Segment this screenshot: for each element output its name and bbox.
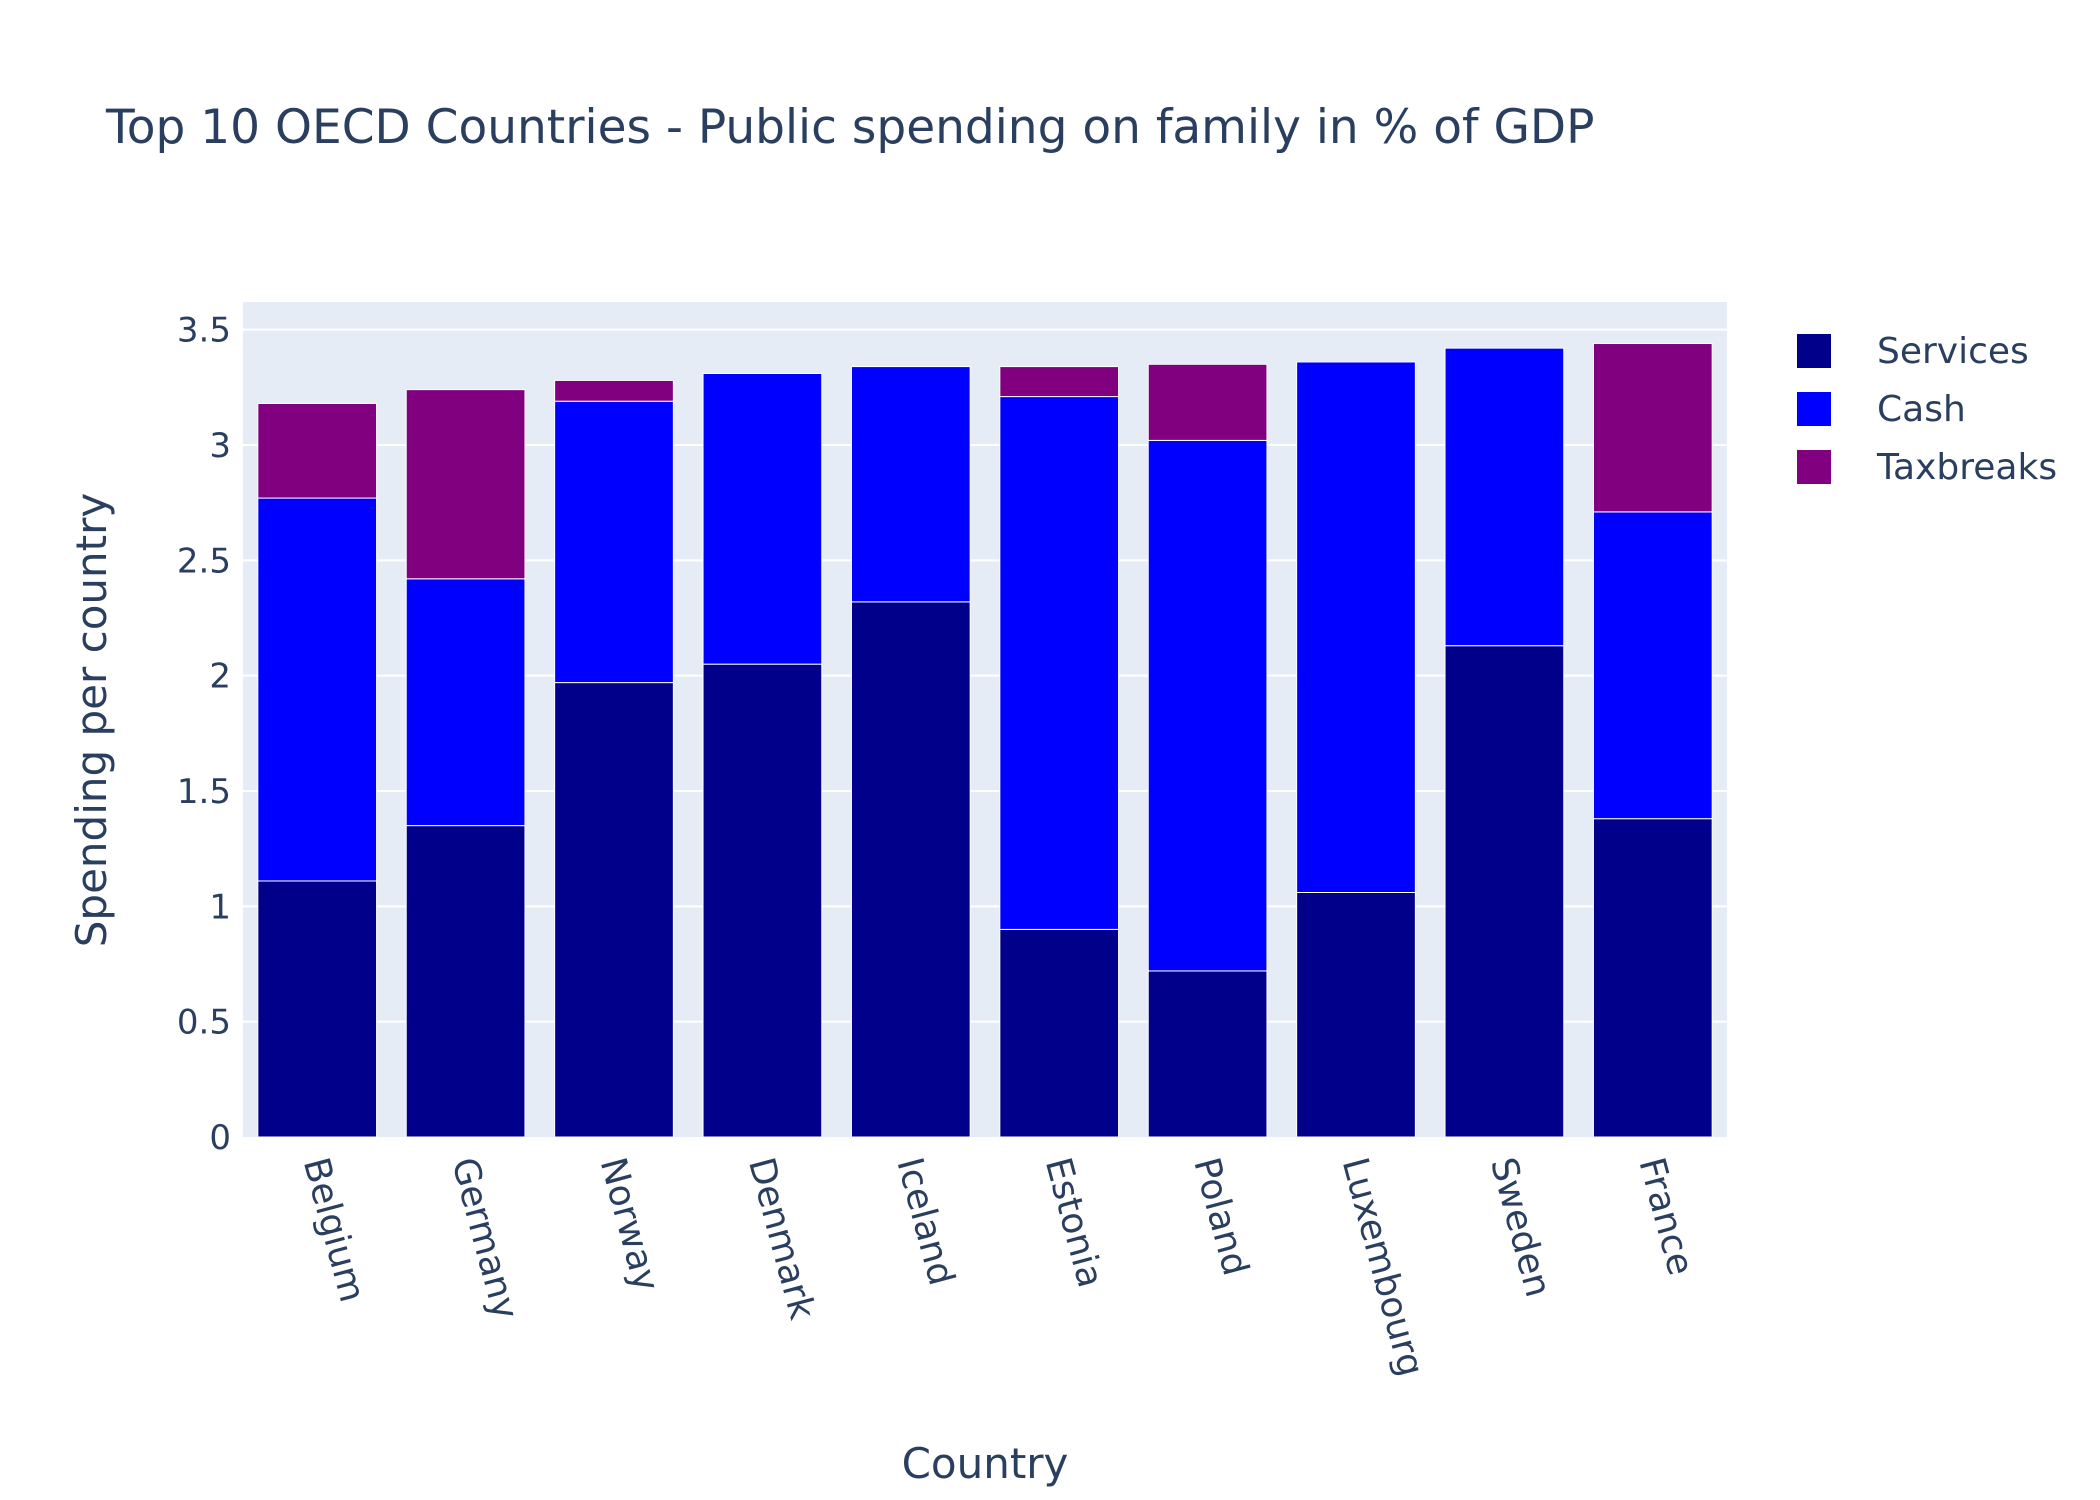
- bar-cash-luxembourg: [1296, 361, 1416, 893]
- x-tick-label: Sweden: [1482, 1153, 1558, 1301]
- bar-services-belgium: [257, 880, 378, 1138]
- legend-swatch: [1797, 392, 1831, 426]
- bar-taxbreaks-estonia: [999, 366, 1120, 398]
- bar-cash-sweden: [1444, 347, 1565, 647]
- bar-cash-denmark: [702, 373, 823, 665]
- bar-cash-france: [1592, 511, 1713, 820]
- legend: Services Cash Taxbreaks: [1797, 322, 2057, 496]
- x-tick-label: France: [1630, 1153, 1701, 1279]
- bar-taxbreaks-belgium: [257, 402, 378, 499]
- y-tick-label: 2: [209, 657, 231, 697]
- y-tick-label: 1: [209, 887, 231, 927]
- y-tick-label: 3: [209, 426, 231, 466]
- x-tick-label: Belgium: [295, 1153, 373, 1306]
- x-tick-label: Estonia: [1037, 1153, 1111, 1292]
- bar-services-sweden: [1444, 645, 1565, 1138]
- legend-label: Taxbreaks: [1877, 446, 2058, 488]
- bar-services-denmark: [702, 663, 823, 1138]
- legend-label: Cash: [1877, 388, 1966, 430]
- y-tick-label: 3.5: [177, 311, 231, 351]
- bar-taxbreaks-germany: [405, 389, 526, 580]
- y-axis-label: Spending per country: [67, 493, 116, 947]
- legend-item-taxbreaks[interactable]: Taxbreaks: [1797, 438, 2057, 496]
- x-tick-label: Norway: [592, 1153, 667, 1296]
- bar-cash-germany: [405, 578, 526, 827]
- bar-taxbreaks-france: [1592, 343, 1713, 513]
- chart-title: Top 10 OECD Countries - Public spending …: [106, 100, 1595, 155]
- bar-services-germany: [405, 825, 526, 1138]
- legend-swatch: [1797, 334, 1831, 368]
- x-tick-labels: Belgium Germany Norway Denmark Iceland Estoni…: [295, 1153, 1701, 1380]
- bar-taxbreaks-norway: [554, 379, 674, 402]
- legend-item-services[interactable]: Services: [1797, 322, 2057, 380]
- bar-taxbreaks-poland: [1147, 363, 1268, 441]
- y-tick-label: 0.5: [177, 1003, 231, 1043]
- x-tick-label: Luxembourg: [1334, 1153, 1432, 1380]
- bar-cash-norway: [554, 400, 674, 684]
- bar-services-norway: [554, 682, 674, 1138]
- bars: [257, 343, 1713, 1138]
- legend-item-cash[interactable]: Cash: [1797, 380, 2057, 438]
- y-tick-labels: 0 0.5 1 1.5 2 2.5 3 3.5: [177, 311, 231, 1158]
- bar-cash-poland: [1147, 439, 1268, 972]
- bar-cash-belgium: [257, 497, 378, 882]
- x-tick-label: Poland: [1185, 1153, 1256, 1280]
- x-tick-label: Iceland: [888, 1153, 961, 1289]
- bar-services-estonia: [999, 928, 1120, 1138]
- legend-swatch: [1797, 450, 1831, 484]
- bar-services-poland: [1147, 970, 1268, 1138]
- legend-label: Services: [1877, 330, 2029, 372]
- bar-cash-estonia: [999, 396, 1120, 930]
- bar-services-luxembourg: [1296, 891, 1416, 1138]
- bar-services-iceland: [850, 601, 971, 1138]
- x-axis-label: Country: [902, 1439, 1069, 1488]
- x-tick-label: Germany: [443, 1153, 525, 1323]
- x-tick-label: Denmark: [740, 1153, 822, 1324]
- bar-cash-iceland: [850, 366, 971, 603]
- y-tick-label: 2.5: [177, 541, 231, 581]
- y-tick-label: 1.5: [177, 772, 231, 812]
- y-tick-label: 0: [209, 1118, 231, 1158]
- bar-services-france: [1592, 818, 1713, 1138]
